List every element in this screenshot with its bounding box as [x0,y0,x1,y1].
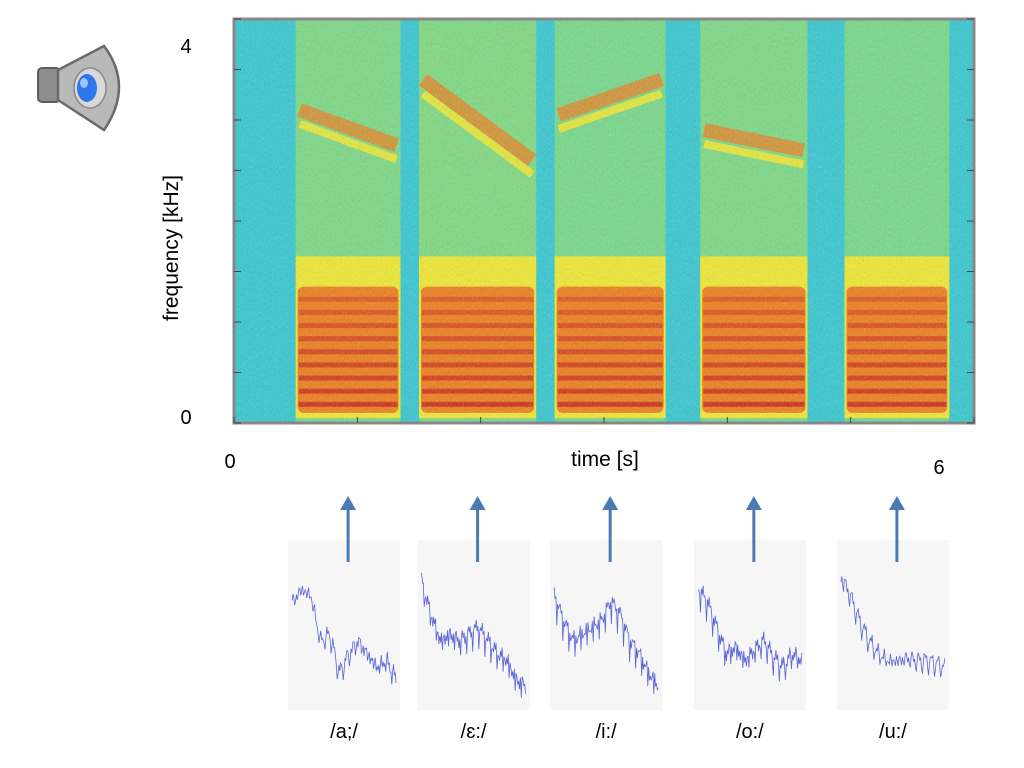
x-tick-right: 6 [933,457,944,479]
axis-ticks [233,18,975,424]
x-tick-left: 0 [224,451,235,473]
spectrum-trace [553,587,659,695]
spectrum-inset-3: /i:/ [550,496,663,743]
y-axis-label: frequency [kHz] [160,175,183,321]
spectrum-box [288,540,401,710]
vowel-label: /o:/ [736,721,764,743]
arrow-up-icon [888,496,905,510]
spectrum-box [693,540,806,710]
y-tick-top: 4 [180,36,191,58]
spectrum-trace [421,572,526,698]
arrow-up-icon [469,496,486,510]
arrow-up-icon [340,496,357,510]
vowel-label: /u:/ [879,721,907,743]
noise-texture [234,19,974,423]
spectrum-trace [840,576,946,678]
plot-area [232,17,976,425]
y-tick-bottom: 0 [180,407,191,429]
vowel-label: /a;/ [330,721,358,743]
spectra-insets: /a;/ /ɛ:/ /i:/ /o:/ /u:/ [288,496,949,743]
vowel-label: /ɛ:/ [461,721,487,743]
x-axis-label: time [s] [571,448,639,471]
vowel-label: /i:/ [596,721,618,743]
spectrum-inset-1: /a;/ [288,496,401,743]
spectrum-box [417,540,530,710]
spectrum-inset-2: /ɛ:/ [417,496,530,743]
spectrum-box [836,540,949,710]
arrow-up-icon [745,496,762,510]
spectrum-trace [697,585,803,682]
arrow-up-icon [602,496,619,510]
speaker-icon[interactable] [37,44,121,132]
spectrum-inset-5: /u:/ [836,496,949,743]
spectrum-inset-4: /o:/ [693,496,806,743]
spectrum-trace [291,585,397,685]
spectrum-box [550,540,663,710]
